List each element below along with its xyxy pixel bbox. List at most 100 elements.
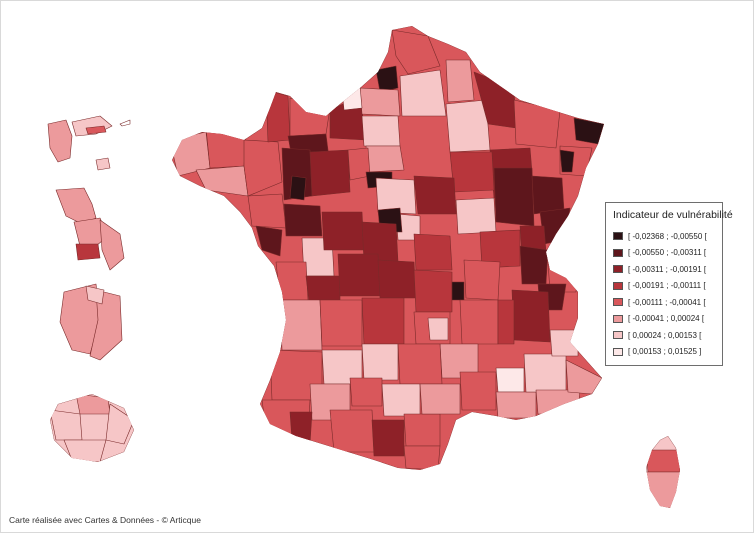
legend-item: [ -0,00111 ; -0,00041 [ [613, 294, 716, 311]
dept-alpes-hte-prov [523, 353, 567, 393]
dept-gironde [279, 299, 323, 351]
dept-vosges [559, 149, 575, 173]
dept-charente-maritime [275, 261, 309, 301]
legend-item: [ 0,00024 ; 0,00153 [ [613, 327, 716, 344]
dept-ardeche [459, 299, 499, 345]
credit-text: Carte réalisée avec Cartes & Données - ©… [9, 515, 201, 525]
dept-vendee [255, 225, 283, 257]
legend-swatch [613, 232, 623, 241]
legend-swatch [613, 314, 623, 323]
dept-calvados [289, 97, 331, 137]
dept-cotes-armor [205, 127, 247, 169]
dept-nievre [455, 197, 497, 235]
dept-haute-vienne [337, 253, 381, 297]
corse [646, 436, 680, 508]
dept-loire [451, 281, 465, 301]
dept-loire-atlantique [247, 193, 287, 229]
legend-items: [ -0,02368 ; -0,00550 [ [ -0,00550 ; -0,0… [613, 228, 716, 360]
dept-morbihan [195, 165, 249, 197]
dept-hautes-pyrenees [289, 411, 313, 445]
guyane-north [85, 285, 105, 305]
legend-label: [ -0,02368 ; -0,00550 [ [628, 231, 707, 241]
marie-galante [95, 157, 111, 171]
legend-label: [ -0,00041 ; 0,00024 [ [628, 314, 705, 324]
dept-correze [361, 297, 405, 345]
legend-item: [ -0,00311 ; -0,00191 [ [613, 261, 716, 278]
dept-gard [459, 371, 497, 411]
corse-du-sud [646, 471, 680, 508]
legend-item: [ -0,00041 ; 0,00024 [ [613, 311, 716, 328]
dept-saone-loire [479, 229, 521, 269]
dept-ardennes [445, 59, 475, 103]
dept-orne-dark [289, 175, 307, 201]
dept-maine-loire [283, 203, 323, 237]
legend-item: [ -0,00191 ; -0,00111 [ [613, 278, 716, 295]
reunion-north [75, 394, 111, 415]
dept-loir-et-cher [375, 177, 417, 215]
legend-swatch [613, 347, 623, 356]
legend-label: [ -0,00550 ; -0,00311 [ [628, 248, 707, 258]
legend-label: [ -0,00311 ; -0,00191 [ [628, 264, 707, 274]
dept-nord [391, 29, 441, 75]
dept-vaucluse [495, 367, 525, 393]
legend-item: [ 0,00153 ; 0,01525 ] [613, 344, 716, 361]
legend-swatch [613, 331, 623, 340]
dept-isere [511, 289, 551, 343]
dept-manche [265, 89, 291, 143]
legend-swatch [613, 298, 623, 307]
legend-swatch [613, 265, 623, 274]
la-desirade [119, 119, 131, 127]
martinique-fort [75, 243, 101, 261]
dept-aisne [399, 69, 447, 117]
dept-sarthe [309, 149, 351, 197]
dept-somme [359, 87, 401, 117]
dept-pyrenees-or [403, 445, 441, 470]
metropolitan-france [172, 26, 604, 470]
dept-cote-or [493, 167, 535, 227]
martinique-south [99, 219, 125, 271]
dept-ariege [371, 419, 405, 457]
dept-vienne [321, 211, 365, 251]
la-reunion [50, 394, 134, 462]
dept-tarn [381, 383, 421, 417]
guyane [59, 283, 123, 361]
dept-aude [403, 413, 441, 447]
legend-label: [ 0,00024 ; 0,00153 [ [628, 330, 702, 340]
reunion-south [63, 439, 107, 462]
legend-swatch [613, 281, 623, 290]
martinique [55, 187, 125, 271]
legend-label: [ -0,00111 ; -0,00041 [ [628, 297, 706, 307]
dept-var [535, 389, 581, 415]
legend-title: Indicateur de vulnérabilité [613, 209, 733, 221]
dept-pas-de-calais [375, 65, 399, 93]
legend-item: [ -0,00550 ; -0,00311 [ [613, 245, 716, 262]
guyane-center [89, 289, 123, 361]
haute-corse [646, 449, 680, 473]
legend-item: [ -0,02368 ; -0,00550 [ [613, 228, 716, 245]
legend-label: [ -0,00191 ; -0,00111 [ [628, 281, 706, 291]
dept-moselle [513, 99, 561, 149]
dept-rhone [463, 259, 501, 301]
dept-yonne [413, 175, 457, 215]
dept-allier [413, 233, 453, 271]
legend: Indicateur de vulnérabilité [ -0,02368 ;… [605, 202, 733, 366]
reunion-east [105, 403, 134, 445]
dept-haute-loire [427, 317, 449, 341]
dept-paris-region-b [365, 145, 405, 173]
dept-puy-de-dome [413, 269, 453, 313]
dept-aveyron [397, 343, 443, 385]
guadeloupe-dep [85, 125, 107, 135]
dept-haute-garonne [329, 409, 375, 453]
dept-herault [419, 383, 461, 415]
dept-hautes-alpes [549, 329, 579, 357]
guyane-west [59, 283, 101, 355]
dept-ain [519, 245, 549, 285]
guadeloupe-basse-terre [47, 119, 73, 163]
martinique-north [55, 187, 97, 225]
dept-dordogne [319, 299, 363, 347]
dept-tarn-garonne [349, 377, 383, 407]
dept-paris-region-a [361, 115, 401, 147]
dept-haute-saone [531, 175, 565, 215]
legend-label: [ 0,00153 ; 0,01525 ] [628, 347, 702, 357]
